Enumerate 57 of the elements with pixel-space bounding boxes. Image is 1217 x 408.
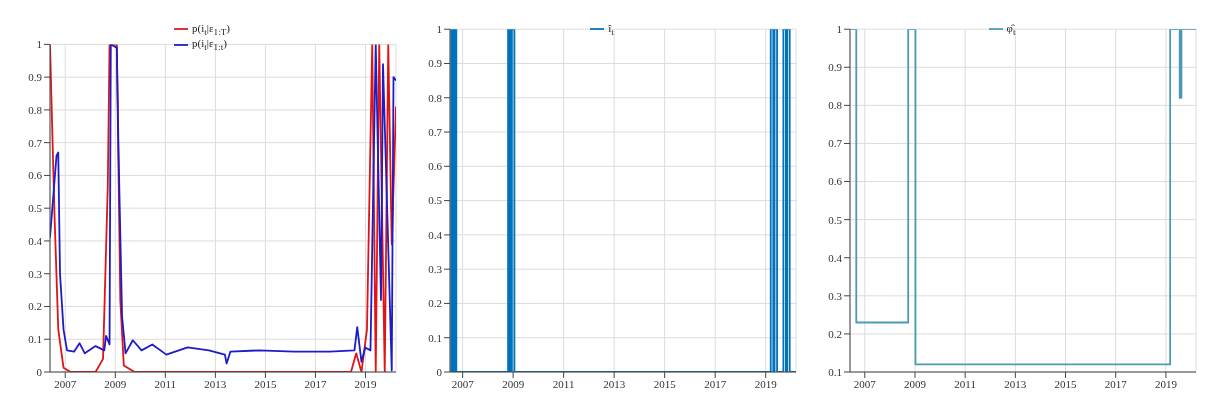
- y-tick-label: 0.6: [828, 175, 843, 188]
- y-tick-label: 0.7: [828, 137, 843, 150]
- y-tick-label: 0: [436, 365, 443, 378]
- y-tick-label: 0.8: [28, 103, 43, 116]
- x-tick-label: 2007: [451, 377, 475, 390]
- y-tick-label: 1: [836, 23, 842, 36]
- y-tick-label: 0.9: [828, 61, 843, 74]
- y-tick-label: 0.9: [428, 57, 443, 70]
- x-tick-label: 2013: [204, 377, 227, 390]
- y-tick-label: 0: [36, 365, 43, 378]
- y-tick-label: 0.4: [428, 228, 443, 241]
- x-tick-label: 2015: [1054, 377, 1078, 390]
- legend-label: p(i$_{t}$|ε$_{1:T}$): [192, 22, 230, 38]
- legend-label: î$_{t}$: [608, 22, 614, 38]
- x-tick-label: 2009: [104, 377, 127, 390]
- x-tick-label: 2019: [354, 377, 377, 390]
- y-tick-label: 0.4: [28, 234, 43, 247]
- y-tick-label: 0.7: [428, 125, 443, 138]
- y-tick-label: 0.5: [828, 213, 843, 226]
- x-tick-label: 2007: [54, 377, 77, 390]
- y-tick-label: 0.5: [428, 194, 443, 207]
- y-tick-label: 0.3: [28, 267, 43, 280]
- x-tick-label: 2011: [954, 377, 976, 390]
- y-tick-label: 0.5: [28, 202, 43, 215]
- y-tick-label: 0.1: [828, 365, 842, 378]
- x-tick-label: 2017: [304, 377, 327, 390]
- x-tick-label: 2009: [502, 377, 525, 390]
- y-tick-label: 1: [36, 38, 42, 51]
- x-tick-label: 2013: [1004, 377, 1027, 390]
- y-tick-label: 0.7: [28, 136, 43, 149]
- x-tick-label: 2015: [254, 377, 277, 390]
- x-tick-label: 2015: [653, 377, 677, 390]
- y-tick-label: 0.8: [428, 91, 443, 104]
- y-tick-label: 0.9: [28, 71, 43, 84]
- y-tick-label: 0.3: [428, 263, 443, 276]
- x-tick-label: 2017: [704, 377, 727, 390]
- x-tick-label: 2007: [853, 377, 877, 390]
- y-tick-label: 1: [436, 23, 442, 36]
- y-tick-label: 0.2: [28, 300, 42, 313]
- x-tick-label: 2019: [754, 377, 778, 390]
- x-tick-label: 2009: [903, 377, 927, 390]
- y-tick-label: 0.6: [28, 169, 43, 182]
- y-tick-label: 0.1: [428, 331, 442, 344]
- x-tick-label: 2017: [1104, 377, 1128, 390]
- y-tick-label: 0.6: [428, 160, 443, 173]
- y-tick-label: 0.4: [828, 251, 843, 264]
- x-tick-label: 2011: [154, 377, 177, 390]
- y-tick-label: 0.3: [828, 289, 843, 302]
- y-tick-label: 0.2: [428, 297, 442, 310]
- x-tick-label: 2013: [603, 377, 626, 390]
- legend-label: φ̂$_{t}$: [1006, 22, 1016, 38]
- y-tick-label: 0.1: [28, 333, 42, 346]
- x-tick-label: 2011: [552, 377, 575, 390]
- y-tick-label: 0.8: [828, 99, 843, 112]
- x-tick-label: 2019: [1154, 377, 1178, 390]
- legend-label: p(i$_{t}$|ε$_{1:t}$): [192, 37, 227, 53]
- y-tick-label: 0.2: [828, 327, 842, 340]
